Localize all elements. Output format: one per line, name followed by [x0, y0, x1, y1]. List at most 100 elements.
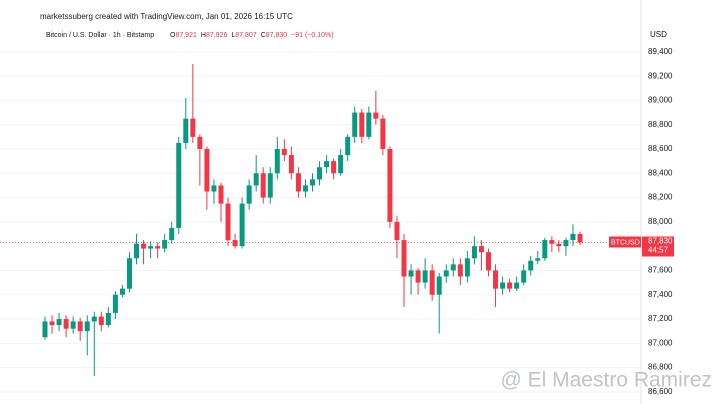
y-tick-label: 86,600 [648, 387, 673, 396]
candle-body [56, 319, 62, 326]
candle-body [197, 136, 203, 149]
candle-body [577, 234, 583, 243]
y-tick-label: 88,600 [648, 144, 673, 153]
candle-body [148, 246, 154, 249]
candle-body [77, 321, 83, 332]
candle-body [105, 312, 111, 326]
candle-body [408, 270, 414, 277]
candle-body [218, 185, 224, 204]
candle-body [253, 173, 259, 186]
candle-body [295, 173, 301, 192]
y-tick-label: 89,000 [648, 96, 673, 105]
candle-body [141, 243, 147, 249]
candle-body [380, 118, 386, 149]
legend-key: O [170, 32, 176, 39]
candle-body [239, 203, 245, 247]
candle-body [556, 243, 562, 247]
candle-body [204, 149, 210, 192]
candle-body [394, 221, 400, 241]
candle-body [281, 149, 287, 156]
candle-body [549, 240, 555, 244]
candle-body [288, 155, 294, 174]
candle-body [134, 243, 140, 259]
candle-body [478, 246, 484, 253]
candle-body [338, 155, 344, 174]
candle-body [70, 321, 76, 329]
candle-body [457, 264, 463, 277]
symbol: Bitcoin / U.S. Dollar · 1h · Bitstamp [46, 32, 154, 39]
y-tick-label: 88,000 [648, 217, 673, 226]
candle-body [98, 316, 104, 326]
candle-body [493, 270, 499, 289]
candle-body [401, 240, 407, 277]
candle-body [176, 142, 182, 228]
candle-body [183, 118, 189, 143]
y-tick-label: 88,200 [648, 193, 673, 202]
candle-body [225, 203, 231, 241]
y-tick-label: 87,000 [648, 338, 673, 347]
candle-body [84, 321, 90, 332]
y-tick-label: 89,400 [648, 47, 673, 56]
candle-body [436, 276, 442, 295]
y-tick-label: 88,800 [648, 120, 673, 129]
candle-body [331, 161, 337, 174]
ohlc-legend: O87,921 H87,926 L87,807 C87,830 −91 (−0.10%) [170, 32, 334, 39]
candle-body [464, 258, 470, 277]
countdown: 44:57 [648, 246, 669, 255]
legend-key: L [231, 32, 235, 39]
candle-body [485, 252, 491, 271]
candle-body [535, 258, 541, 261]
candle-body [500, 282, 506, 289]
y-tick-label: 89,200 [648, 71, 673, 80]
candle-body [507, 282, 513, 289]
candle-body [422, 270, 428, 283]
currency: USD [650, 30, 667, 39]
price-tag [642, 236, 674, 257]
candle-body [563, 240, 569, 247]
candle-body [471, 246, 477, 259]
candle-body [310, 179, 315, 186]
candle-body [190, 118, 196, 137]
candle-body [211, 185, 217, 192]
candle-body [514, 282, 520, 289]
candle-body [450, 264, 456, 271]
y-tick-label: 87,600 [648, 266, 673, 275]
last-price: 87,830 [648, 237, 673, 246]
candle-body [373, 112, 379, 119]
candle-body [155, 246, 161, 249]
candle-body [260, 173, 266, 198]
ticker-tag [609, 236, 641, 248]
y-tick-label: 87,200 [648, 314, 673, 323]
candle-body [169, 227, 175, 241]
legend-value: 87,830 [266, 32, 288, 39]
ticker: BTCUSD [611, 239, 640, 246]
y-tick-label: 88,400 [648, 168, 673, 177]
candle-body [232, 240, 238, 247]
candle-body [324, 161, 330, 168]
candle-body [112, 294, 118, 313]
candle-body [528, 260, 534, 271]
candle-body [542, 240, 548, 259]
candle-body [429, 270, 435, 295]
legend-change: −91 (−0.10%) [291, 32, 333, 39]
candle-body [366, 112, 372, 137]
candle-body [521, 270, 527, 283]
candle-body [317, 167, 323, 180]
legend-key: H [201, 32, 206, 39]
candle-body [359, 112, 365, 137]
candle-body [126, 258, 132, 289]
candle-body [345, 136, 351, 156]
candle-body [63, 319, 69, 329]
candle-body [91, 316, 97, 322]
candle-body [162, 240, 168, 249]
candle-body [415, 270, 421, 283]
candle-body [246, 185, 252, 204]
candle-body [570, 234, 576, 241]
candle-body [49, 321, 55, 326]
legend-value: 87,807 [235, 32, 257, 39]
candle-body [42, 321, 48, 338]
candle-body [267, 173, 273, 198]
candle-body [443, 270, 449, 277]
legend-value: 87,921 [175, 32, 197, 39]
